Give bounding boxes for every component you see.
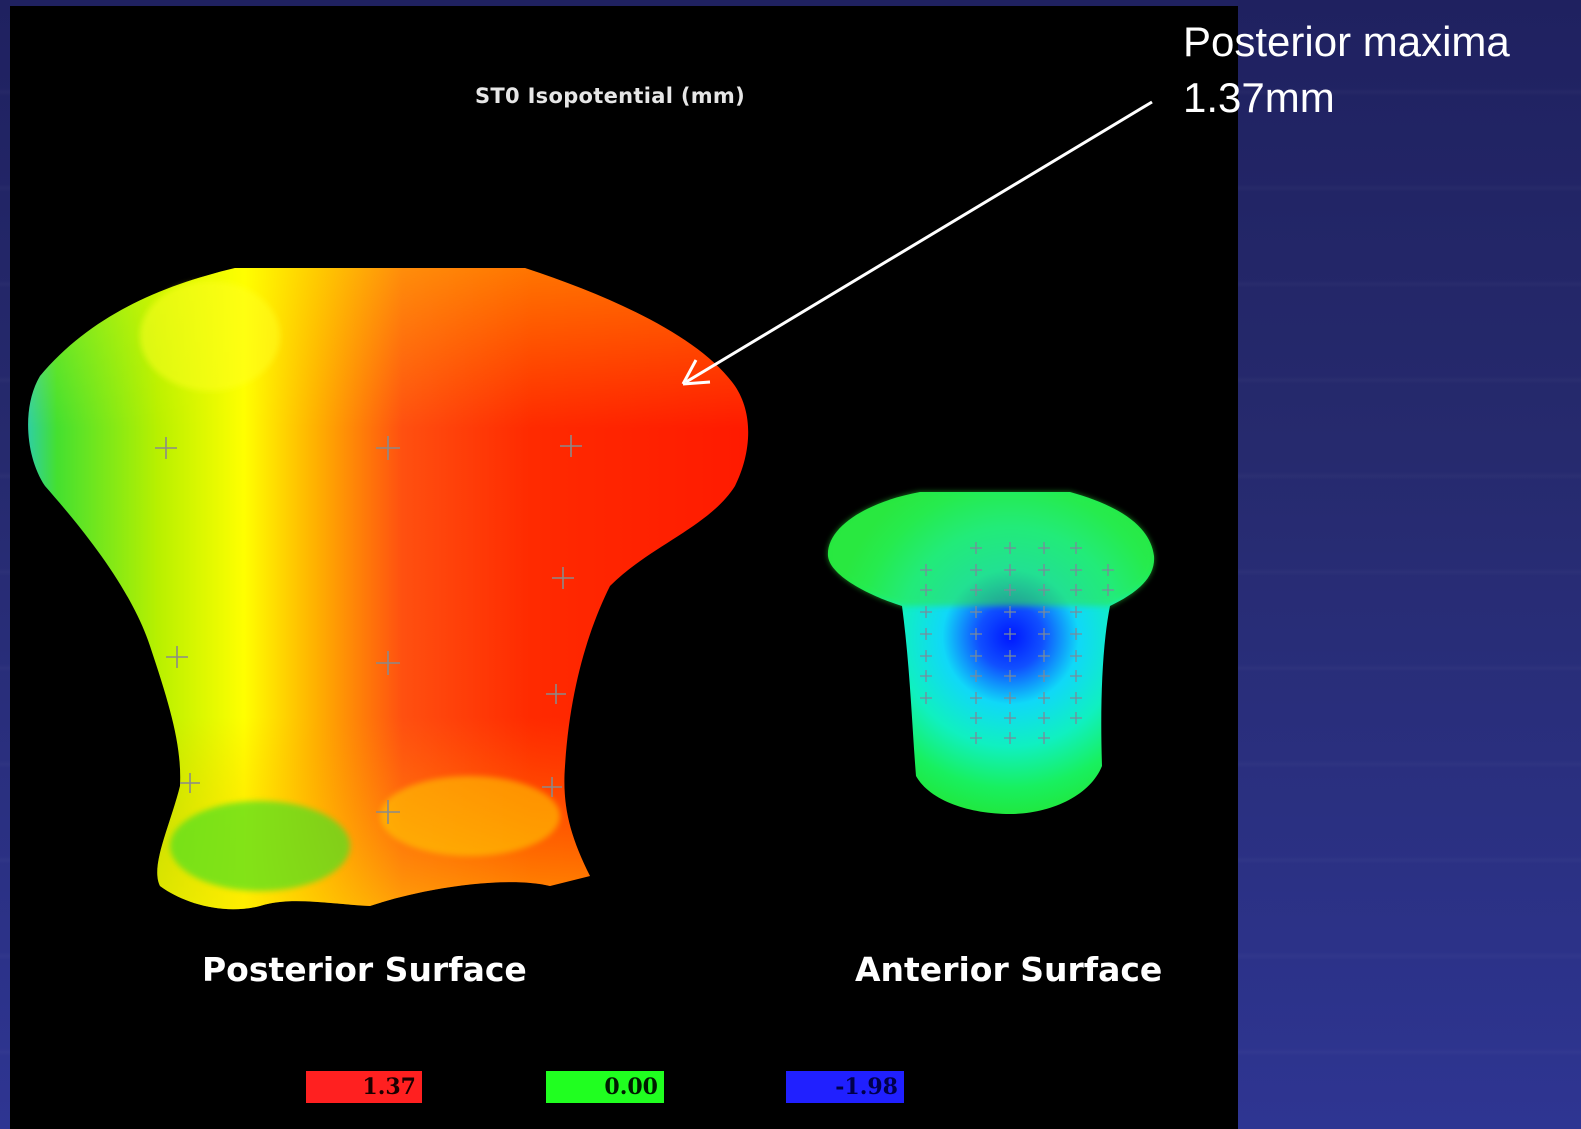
- electrode-marker: [546, 684, 566, 704]
- electrode-marker: [920, 606, 932, 618]
- electrode-marker: [1070, 584, 1082, 596]
- electrode-marker: [542, 777, 562, 797]
- anterior-torso-map: [827, 492, 1155, 814]
- electrode-marker: [970, 670, 982, 682]
- electrode-marker: [1070, 712, 1082, 724]
- electrode-marker: [1038, 584, 1050, 596]
- electrode-marker: [1070, 542, 1082, 554]
- electrode-marker: [1004, 584, 1016, 596]
- electrode-marker: [920, 670, 932, 682]
- electrode-marker: [970, 606, 982, 618]
- electrode-marker: [1004, 650, 1016, 662]
- electrode-marker: [920, 650, 932, 662]
- electrode-marker: [970, 584, 982, 596]
- electrode-marker: [1102, 564, 1114, 576]
- electrode-marker: [560, 435, 582, 457]
- electrode-marker: [1038, 692, 1050, 704]
- electrode-marker: [970, 650, 982, 662]
- electrode-marker: [1102, 584, 1114, 596]
- electrode-marker: [970, 628, 982, 640]
- anterior-electrode-grid: [920, 542, 1114, 744]
- legend-min-value: -1.98: [786, 1071, 904, 1103]
- electrode-marker: [1070, 606, 1082, 618]
- posterior-lower-yellow-region: [380, 776, 560, 856]
- legend-max-value: 1.37: [306, 1071, 422, 1103]
- electrode-marker: [1038, 732, 1050, 744]
- electrode-marker: [920, 564, 932, 576]
- electrode-marker: [1038, 564, 1050, 576]
- electrode-marker: [552, 567, 574, 589]
- isopotential-map-panel: ST0 Isopotential (mm): [10, 6, 1238, 1129]
- electrode-marker: [970, 542, 982, 554]
- electrode-marker: [970, 692, 982, 704]
- electrode-marker: [1004, 732, 1016, 744]
- electrode-marker: [970, 732, 982, 744]
- electrode-marker: [1038, 670, 1050, 682]
- posterior-surface-label: Posterior Surface: [202, 950, 527, 989]
- electrode-marker: [970, 712, 982, 724]
- posterior-maxima-callout: Posterior maxima 1.37mm: [1183, 14, 1510, 126]
- electrode-marker: [376, 800, 400, 824]
- electrode-marker: [1038, 628, 1050, 640]
- electrode-marker: [1004, 712, 1016, 724]
- electrode-marker: [376, 651, 400, 675]
- posterior-torso-map: [28, 268, 749, 910]
- posterior-electrode-markers: [155, 435, 582, 824]
- electrode-marker: [1038, 712, 1050, 724]
- electrode-marker: [376, 436, 400, 460]
- callout-title: Posterior maxima: [1183, 18, 1510, 65]
- callout-value: 1.37mm: [1183, 74, 1335, 121]
- electrode-marker: [180, 773, 200, 793]
- electrode-marker: [1070, 564, 1082, 576]
- electrode-marker: [920, 692, 932, 704]
- electrode-marker: [1004, 670, 1016, 682]
- electrode-marker: [920, 628, 932, 640]
- electrode-marker: [1070, 650, 1082, 662]
- electrode-marker: [1038, 650, 1050, 662]
- legend-zero-value: 0.00: [546, 1071, 664, 1103]
- electrode-marker: [1004, 606, 1016, 618]
- electrode-marker: [166, 646, 188, 668]
- electrode-marker: [1070, 628, 1082, 640]
- electrode-marker: [1004, 564, 1016, 576]
- electrode-marker: [920, 584, 932, 596]
- electrode-marker: [970, 564, 982, 576]
- electrode-marker: [1004, 542, 1016, 554]
- electrode-marker: [1004, 692, 1016, 704]
- electrode-marker: [1070, 692, 1082, 704]
- anterior-surface-label: Anterior Surface: [855, 950, 1163, 989]
- posterior-yellow-region: [140, 281, 280, 391]
- anterior-green-shoulders: [827, 492, 1155, 606]
- electrode-marker: [155, 437, 177, 459]
- posterior-torso-shading: [28, 268, 749, 910]
- posterior-green-region: [170, 801, 350, 891]
- electrode-marker: [1004, 628, 1016, 640]
- torso-maps: [28, 268, 1155, 910]
- electrode-marker: [1038, 542, 1050, 554]
- electrode-marker: [1038, 606, 1050, 618]
- electrode-marker: [1070, 670, 1082, 682]
